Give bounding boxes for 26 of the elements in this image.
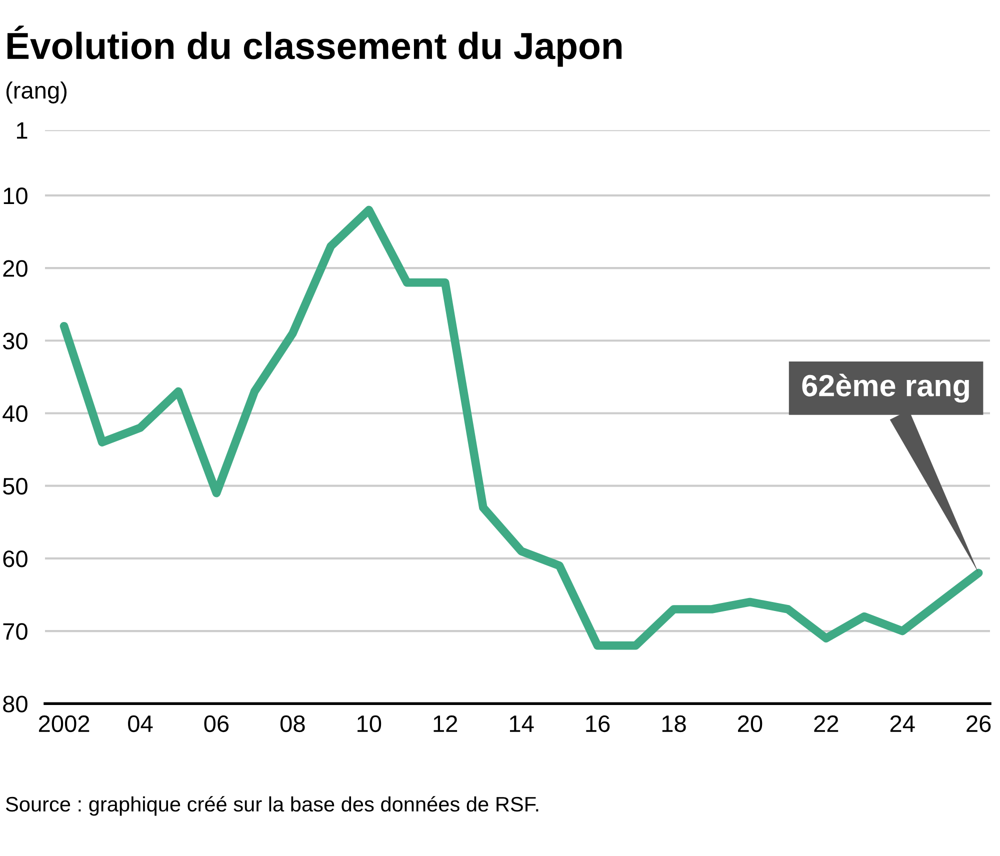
y-axis-title: (rang) xyxy=(6,81,67,104)
x-tick-label: 18 xyxy=(662,715,686,732)
x-tick-label: 16 xyxy=(586,715,610,732)
x-tick-label: 24 xyxy=(890,715,915,732)
x-tick-label: 20 xyxy=(738,715,762,732)
x-tick-label: 12 xyxy=(434,715,458,732)
y-tick-label: 70 xyxy=(3,623,28,640)
x-tick-label: 04 xyxy=(128,715,153,732)
chart-title: Évolution du classement du Japon xyxy=(8,26,622,67)
y-tick-label: 60 xyxy=(3,550,28,568)
x-tick-label: 08 xyxy=(280,715,305,732)
y-tick-label: 20 xyxy=(3,260,28,277)
y-tick-label: 50 xyxy=(3,478,28,495)
source-note: Source : graphique créé sur la base des données de RSF. xyxy=(6,796,538,816)
x-tick-label: 06 xyxy=(204,715,229,732)
annotation: 62ème rang xyxy=(802,374,969,403)
y-tick-label: 30 xyxy=(2,332,28,350)
y-tick-label: 80 xyxy=(3,696,28,712)
y-tick-label: 40 xyxy=(2,405,28,422)
x-tick-label: 14 xyxy=(510,716,534,732)
x-tick-label: 26 xyxy=(966,715,991,732)
x-tick-label: 2002 xyxy=(38,715,90,732)
x-tick-label: 22 xyxy=(814,715,838,732)
y-tick-label: 1 xyxy=(17,122,28,139)
y-tick-label: 10 xyxy=(4,188,28,204)
x-tick-label: 10 xyxy=(358,715,382,732)
